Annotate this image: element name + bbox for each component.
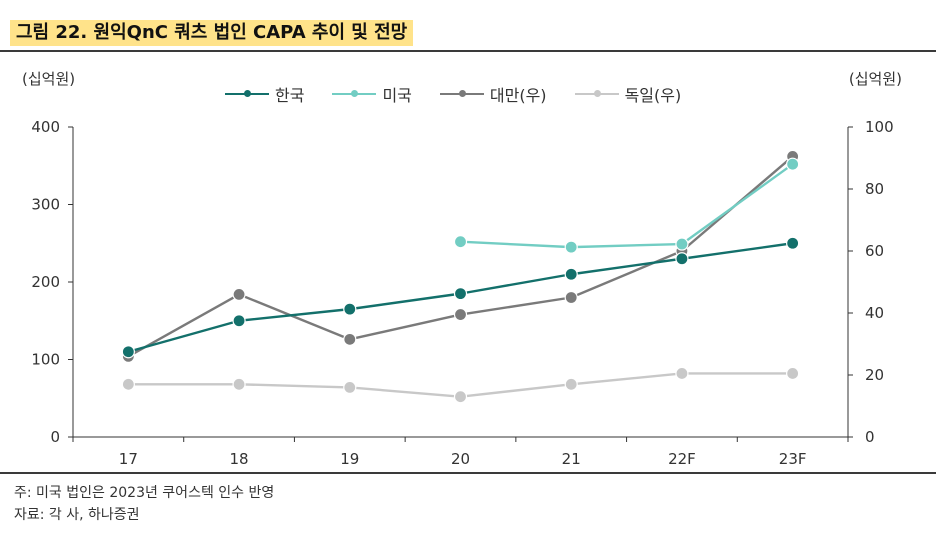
x-tick-label: 23F [779, 450, 807, 468]
legend-item: 한국 [225, 82, 304, 106]
y-right-tick-label: 60 [865, 242, 884, 260]
y-left-tick-label: 300 [31, 196, 60, 214]
x-tick-label: 19 [340, 450, 359, 468]
data-point [453, 390, 468, 404]
figure-title: 그림 22. 원익QnC 쿼츠 법인 CAPA 추이 및 전망 [10, 20, 414, 46]
data-point [786, 157, 800, 171]
data-point [232, 377, 246, 391]
legend-dot [593, 90, 601, 97]
data-point [564, 240, 578, 254]
data-point [121, 377, 135, 391]
right-axis-unit: (십억원) [848, 70, 902, 88]
legend-dot [351, 90, 359, 97]
chart-source: 자료: 각 사, 하나증권 [14, 507, 140, 523]
legend-label: 독일(우) [624, 86, 682, 105]
data-point [121, 345, 135, 359]
data-point [232, 314, 246, 328]
legend-item: 대만(우) [439, 82, 547, 106]
y-right-tick-label: 80 [865, 180, 884, 198]
legend-swatch [439, 90, 484, 97]
data-point [453, 287, 468, 301]
legend-swatch [574, 90, 619, 97]
left-axis-unit: (십억원) [22, 70, 76, 88]
data-point [343, 380, 357, 394]
legend-swatch [332, 90, 377, 97]
x-tick-label: 22F [668, 450, 696, 468]
data-point [786, 236, 800, 250]
y-left-tick-label: 0 [50, 428, 60, 446]
line-chart: 0 100 200 300 400 0 20 40 60 80 100 17 18 19 20 21 22F 23… [31, 118, 894, 468]
data-point [453, 307, 468, 322]
title-bar: 그림 22. 원익QnC 쿼츠 법인 CAPA 추이 및 전망 [0, 0, 936, 52]
data-point [343, 302, 357, 316]
x-tick-label: 21 [562, 450, 581, 468]
legend-swatch [225, 90, 269, 97]
data-point [675, 237, 689, 251]
data-point [232, 287, 246, 301]
y-right-tick-label: 40 [865, 304, 884, 322]
footer-rule [0, 472, 936, 474]
legend-label: 미국 [382, 86, 412, 105]
data-point [675, 366, 689, 381]
data-point [564, 267, 578, 281]
x-tick-label: 17 [119, 450, 138, 468]
legend-item: 독일(우) [574, 82, 682, 106]
y-right-tick-label: 100 [865, 118, 894, 136]
y-right-tick-label: 20 [865, 366, 884, 384]
y-left-tick-label: 100 [31, 351, 60, 369]
y-left-tick-label: 400 [31, 118, 60, 136]
data-point [564, 377, 578, 391]
y-right-tick-label: 0 [865, 428, 875, 446]
x-tick-label: 20 [451, 450, 470, 468]
data-point [453, 235, 468, 249]
data-point [675, 252, 689, 266]
legend: 한국 미국 대만(우) 독일(우) [225, 82, 681, 106]
data-point [564, 290, 578, 305]
series-line [460, 163, 794, 249]
data-point [343, 332, 357, 346]
y-left-tick-label: 200 [31, 273, 60, 291]
legend-dot [244, 90, 251, 97]
data-point [786, 366, 800, 381]
legend-label: 대만(우) [489, 86, 547, 105]
legend-dot [458, 90, 466, 97]
x-tick-label: 18 [230, 450, 249, 468]
legend-label: 한국 [275, 86, 305, 105]
legend-item: 미국 [332, 82, 412, 106]
chart-note: 주: 미국 법인은 2023년 쿠어스텍 인수 반영 [14, 485, 275, 501]
